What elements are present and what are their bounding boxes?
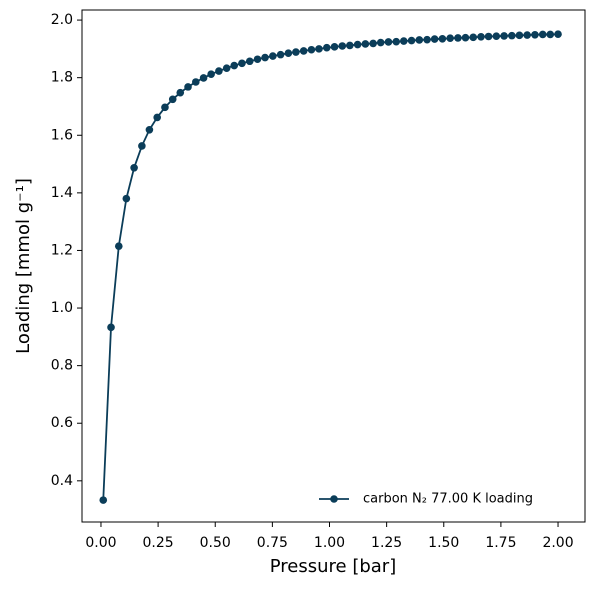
data-point <box>130 164 138 172</box>
data-point <box>446 34 454 43</box>
data-point <box>531 30 539 39</box>
data-point <box>376 38 385 47</box>
data-point <box>261 53 269 62</box>
data-point <box>276 50 285 59</box>
data-point <box>245 57 254 66</box>
data-point <box>523 31 531 39</box>
data-point <box>353 40 362 49</box>
data-point <box>307 45 316 54</box>
data-point <box>477 32 485 41</box>
data-point <box>554 30 562 38</box>
data-point <box>99 496 108 504</box>
data-point <box>292 48 300 56</box>
data-point <box>192 78 200 86</box>
y-tick-label: 0.8 <box>51 358 73 374</box>
data-point <box>469 33 478 42</box>
data-point <box>107 323 115 332</box>
data-point <box>122 194 131 203</box>
data-point <box>269 52 277 60</box>
x-axis-label: Pressure [bar] <box>270 556 396 577</box>
data-point <box>500 32 508 40</box>
data-point <box>253 55 262 64</box>
y-tick-label: 1.4 <box>51 185 73 201</box>
data-point <box>230 61 239 70</box>
x-tick-label: 0.75 <box>257 535 288 551</box>
data-point <box>238 59 246 68</box>
data-point <box>546 30 555 39</box>
legend-marker <box>330 495 338 503</box>
data-point <box>430 35 439 43</box>
data-point <box>145 125 154 134</box>
y-tick-label: 1.8 <box>51 70 73 86</box>
data-point <box>415 36 424 44</box>
x-tick-label: 0.50 <box>200 535 231 551</box>
data-point <box>330 43 339 51</box>
x-tick-label: 1.00 <box>314 535 345 551</box>
x-tick-label: 0.00 <box>85 535 116 551</box>
data-line <box>102 33 559 501</box>
y-tick-label: 0.6 <box>51 415 73 431</box>
data-point <box>184 83 192 91</box>
data-point <box>492 32 501 41</box>
y-tick-label: 1.6 <box>51 127 73 143</box>
x-tick-label: 1.25 <box>371 535 402 551</box>
data-point <box>322 43 331 52</box>
x-tick-label: 0.25 <box>143 535 174 551</box>
data-point <box>207 70 215 79</box>
x-tick-label: 1.75 <box>485 535 516 551</box>
data-point <box>508 31 516 40</box>
y-tick-label: 1.0 <box>51 300 73 316</box>
data-point <box>138 142 146 150</box>
y-tick-label: 1.2 <box>51 242 73 258</box>
y-axis-label: Loading [mmol g⁻¹] <box>13 178 34 354</box>
data-point <box>168 95 177 104</box>
data-point <box>423 35 431 44</box>
x-tick-label: 1.50 <box>428 535 459 551</box>
data-point <box>346 41 354 50</box>
data-point <box>361 40 370 48</box>
data-point <box>438 34 447 43</box>
y-tick-label: 0.4 <box>51 473 73 489</box>
data-point <box>484 32 493 41</box>
data-point <box>338 42 347 50</box>
data-point <box>199 74 208 82</box>
data-point <box>407 36 416 45</box>
data-point <box>369 39 377 48</box>
legend-label: carbon N₂ 77.00 K loading <box>363 492 533 507</box>
x-tick-label: 2.00 <box>542 535 573 551</box>
data-point <box>538 30 547 39</box>
data-point <box>515 31 524 40</box>
data-point <box>153 113 161 122</box>
data-point <box>161 103 169 112</box>
data-point <box>392 37 401 46</box>
y-tick-label: 2.0 <box>51 12 73 28</box>
data-point <box>176 88 185 97</box>
data-point <box>315 45 323 53</box>
data-point <box>299 47 308 55</box>
data-point <box>399 37 408 45</box>
data-point <box>384 38 393 46</box>
data-point <box>222 64 231 72</box>
data-point <box>461 33 470 42</box>
data-point <box>284 49 293 57</box>
plot-frame <box>81 9 586 523</box>
data-point <box>215 67 223 75</box>
data-point <box>454 34 462 42</box>
data-point <box>114 242 123 250</box>
